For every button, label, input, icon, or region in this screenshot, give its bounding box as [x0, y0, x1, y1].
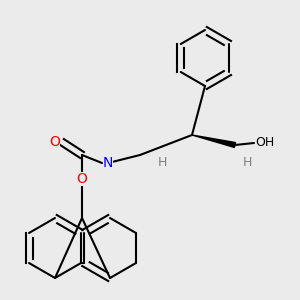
Text: H: H: [157, 157, 167, 169]
Polygon shape: [192, 135, 236, 147]
Text: O: O: [50, 135, 60, 149]
Text: N: N: [103, 156, 113, 170]
Text: H: H: [242, 157, 252, 169]
Text: O: O: [76, 172, 87, 186]
Text: OH: OH: [255, 136, 274, 149]
